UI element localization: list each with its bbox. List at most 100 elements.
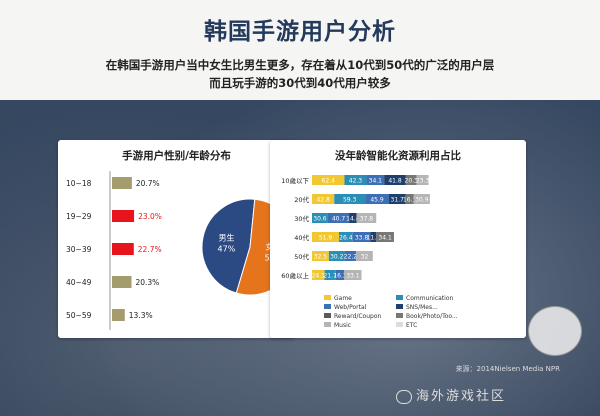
segment-label: 30.6 xyxy=(313,216,327,223)
legend-swatch xyxy=(324,322,331,327)
legend-label: Music xyxy=(334,322,351,329)
segment-label: 34.1 xyxy=(369,178,383,185)
age-data-label: 13.3% xyxy=(129,311,153,320)
stacked-bar-segment xyxy=(312,232,339,242)
legend-swatch xyxy=(324,313,331,318)
legend-label: Book/Photo/Too... xyxy=(406,313,458,320)
stacked-bar-segment xyxy=(416,175,429,185)
age-data-label: 20.7% xyxy=(136,179,160,188)
page-subtitle: 在韩国手游用户当中女生比男生更多，存在着从10代到50代的广泛的用户层 而且玩手… xyxy=(0,56,600,92)
segment-label: 30.2 xyxy=(330,254,344,261)
legend-swatch xyxy=(396,304,403,309)
legend-swatch xyxy=(396,313,403,318)
age-group-label: 40代 xyxy=(294,233,309,242)
legend-swatch xyxy=(324,304,331,309)
stacked-bar-segment xyxy=(344,175,367,185)
age-gender-chart: 10~18 20.7% 19~29 23.0% 30~39 22.7% 40~49 20.3%… xyxy=(66,171,299,330)
stacked-bar-segment xyxy=(405,175,417,185)
stacked-bar-segment xyxy=(349,213,357,223)
stacked-bar-segment xyxy=(384,175,406,185)
segment-label: 24.1 xyxy=(312,273,326,280)
segment-label: 31.7 xyxy=(391,197,405,204)
segment-label: 45.9 xyxy=(370,197,384,204)
segment-label: 11.4 xyxy=(367,235,381,242)
stacked-bar-segment xyxy=(324,270,336,280)
age-tick-label: 40~49 xyxy=(66,278,92,287)
stacked-bar-segment xyxy=(312,175,345,185)
segment-label: 21.7 xyxy=(323,273,337,280)
legend-swatch xyxy=(396,322,403,327)
legend-label: SNS/Mes... xyxy=(406,304,438,311)
header: 韩国手游用户分析 在韩国手游用户当中女生比男生更多，存在着从10代到50代的广泛… xyxy=(0,0,600,100)
legend-label: Reward/Coupon xyxy=(334,313,382,320)
segment-label: 22.2 xyxy=(344,254,358,261)
age-gender-chart-title: 手游用户性别/年龄分布 xyxy=(122,150,231,162)
stacked-bar-segment xyxy=(328,251,345,261)
stacked-bar-segment xyxy=(312,270,325,280)
wechat-icon xyxy=(396,390,412,404)
segment-label: 41.8 xyxy=(388,178,402,185)
stacked-bar-segment xyxy=(344,251,357,261)
resource-usage-chart-title: 没年龄智能化资源利用占比 xyxy=(335,150,461,162)
watermark-text: 海外游戏社区 xyxy=(416,389,507,404)
legend-label: Communication xyxy=(406,295,453,302)
stacked-bar-segment xyxy=(356,213,377,223)
segment-label: 16.1 xyxy=(403,197,417,204)
age-tick-label: 30~39 xyxy=(66,245,92,254)
age-group-label: 60歳以上 xyxy=(281,271,309,280)
stacked-bar-segment xyxy=(338,232,353,242)
segment-label: 59.3 xyxy=(343,197,357,204)
segment-label: 40.7 xyxy=(332,216,346,223)
age-data-label: 22.7% xyxy=(138,245,162,254)
resource-usage-panel: 没年龄智能化资源利用占比 10歳以下 62.4 42.3 34.1 41.8 20.3 23… xyxy=(270,140,526,338)
segment-label: 33.8 xyxy=(355,235,369,242)
segment-label: 42.3 xyxy=(349,178,363,185)
age-bar xyxy=(112,243,134,255)
seal-stamp xyxy=(528,306,582,356)
age-bar xyxy=(112,210,135,222)
age-bar xyxy=(112,276,132,288)
resource-usage-chart: 10歳以下 62.4 42.3 34.1 41.8 20.323.3 20代 42.8 59.3… xyxy=(281,175,458,329)
segment-label: 16.3 xyxy=(333,273,347,280)
segment-label: 34.1 xyxy=(378,235,392,242)
segment-label: 14.4 xyxy=(346,216,360,223)
stacked-bar-segment xyxy=(365,194,389,204)
stacked-bar-segment xyxy=(312,251,329,261)
pie-value-label: 47% xyxy=(218,244,236,253)
age-data-label: 23.0% xyxy=(138,212,162,221)
segment-label: 26.4 xyxy=(339,235,353,242)
stacked-bar-segment xyxy=(327,213,350,223)
age-tick-label: 10~18 xyxy=(66,179,92,188)
segment-label: 32.5 xyxy=(314,254,328,261)
age-group-label: 30代 xyxy=(294,214,309,223)
segment-label: 33.1 xyxy=(346,273,360,280)
stacked-bar-segment xyxy=(366,175,385,185)
stacked-bar-segment xyxy=(370,232,377,242)
stacked-bar-segment xyxy=(356,251,373,261)
stacked-bar-segment xyxy=(376,232,394,242)
subtitle-line-2: 而且玩手游的30代到40代用户较多 xyxy=(209,76,391,90)
subtitle-line-1: 在韩国手游用户当中女生比男生更多，存在着从10代到50代的广泛的用户层 xyxy=(105,58,495,72)
age-group-label: 20代 xyxy=(294,195,309,204)
segment-label: 32 xyxy=(361,254,369,261)
stacked-bar-segment xyxy=(388,194,406,204)
age-group-label: 50代 xyxy=(294,252,309,261)
stacked-bar-segment xyxy=(413,194,430,204)
source-note: 来源：2014Nielsen Media NPR xyxy=(455,365,560,373)
stacked-bar-segment xyxy=(405,194,414,204)
stacked-bar-segment xyxy=(334,194,366,204)
legend-label: Web/Portal xyxy=(334,304,367,311)
segment-label: 23.3 xyxy=(416,178,430,185)
page-title: 韩国手游用户分析 xyxy=(204,19,396,45)
age-tick-label: 50~59 xyxy=(66,311,92,320)
stacked-bar-segment xyxy=(335,270,345,280)
age-gender-panel: 手游用户性别/年龄分布 10~18 20.7% 19~29 23.0% 30~39 22.… xyxy=(58,140,299,338)
stacked-bar-segment xyxy=(344,270,362,280)
segment-label: 20.3 xyxy=(405,178,419,185)
segment-label: 37.8 xyxy=(360,216,374,223)
legend-swatch xyxy=(396,295,403,300)
stacked-bar-segment xyxy=(352,232,371,242)
segment-label: 51.9 xyxy=(319,235,333,242)
pie-slice xyxy=(201,198,256,294)
legend-label: Game xyxy=(334,295,352,302)
